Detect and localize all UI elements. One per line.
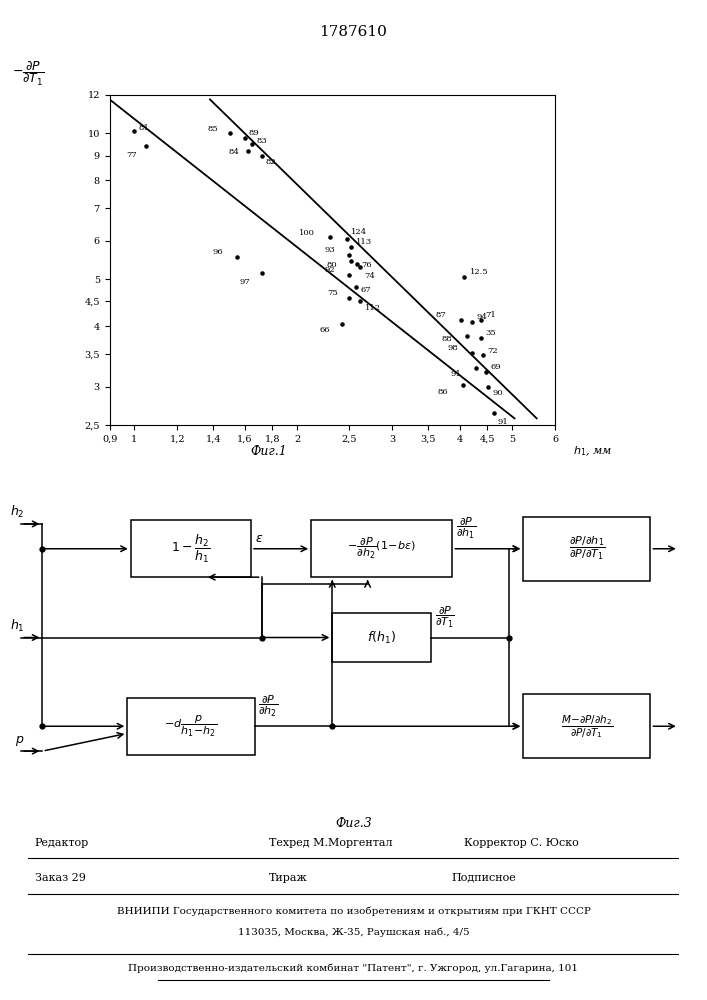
Text: $1-\dfrac{h_2}{h_1}$: $1-\dfrac{h_2}{h_1}$ [171,533,211,565]
Text: Редактор: Редактор [35,838,89,848]
Text: 90: 90 [493,389,503,397]
Text: 97: 97 [240,278,250,286]
Text: 67: 67 [360,286,370,294]
Bar [523,694,650,758]
Bar [523,517,650,581]
Text: 76: 76 [361,261,372,269]
Text: 77: 77 [127,151,137,159]
Text: $-d\dfrac{p}{h_1\!-\!h_2}$: $-d\dfrac{p}{h_1\!-\!h_2}$ [164,714,218,739]
Text: 124: 124 [351,228,367,236]
Text: Заказ 29: Заказ 29 [35,873,86,883]
Text: $-\dfrac{\partial P}{\partial h_2}(1\!-\!b\varepsilon)$: $-\dfrac{\partial P}{\partial h_2}(1\!-\… [347,536,416,561]
Text: 91: 91 [498,418,508,426]
Text: 12.5: 12.5 [470,268,489,276]
Text: 81: 81 [139,124,149,132]
Text: $p$: $p$ [16,734,25,748]
Text: 83: 83 [256,137,267,145]
Text: 94: 94 [477,313,487,321]
Text: 72: 72 [487,347,498,355]
Text: 96: 96 [212,248,223,256]
Text: 74: 74 [365,272,375,280]
Text: 86: 86 [438,388,448,396]
Bar [127,698,255,755]
Text: 91: 91 [450,370,462,378]
Text: Корректор С. Юско: Корректор С. Юско [464,838,579,848]
Text: $\varepsilon$: $\varepsilon$ [255,532,263,545]
Text: $\dfrac{\partial P}{\partial T_1}$: $\dfrac{\partial P}{\partial T_1}$ [435,605,455,630]
Text: Тираж: Тираж [269,873,308,883]
Text: Подписное: Подписное [451,873,516,883]
Text: Производственно-издательский комбинат "Патент", г. Ужгород, ул.Гагарина, 101: Производственно-издательский комбинат "П… [129,964,578,973]
Bar [332,613,431,662]
Text: 113035, Москва, Ж-35, Раушская наб., 4/5: 113035, Москва, Ж-35, Раушская наб., 4/5 [238,928,469,937]
Bar [311,520,452,577]
Text: 1787610: 1787610 [320,25,387,39]
Text: 100: 100 [299,229,315,237]
Text: Фиг.3: Фиг.3 [335,817,372,830]
Text: $-\dfrac{\partial P}{\partial T_1}$: $-\dfrac{\partial P}{\partial T_1}$ [11,60,44,88]
Text: 89: 89 [249,129,259,137]
Text: 66: 66 [320,326,330,334]
Text: $\dfrac{\partial P/\partial h_1}{\partial P/\partial T_1}$: $\dfrac{\partial P/\partial h_1}{\partia… [568,535,605,562]
Text: ВНИИПИ Государственного комитета по изобретениям и открытиям при ГКНТ СССР: ВНИИПИ Государственного комитета по изоб… [117,906,590,916]
Text: $\dfrac{\partial P}{\partial h_1}$: $\dfrac{\partial P}{\partial h_1}$ [456,516,476,541]
Text: Фиг.1: Фиг.1 [250,445,287,458]
Text: 87: 87 [436,311,447,319]
Text: 35: 35 [485,329,496,337]
Text: 75: 75 [327,289,338,297]
Text: 92: 92 [325,266,335,274]
Text: 69: 69 [491,363,501,371]
Text: 84: 84 [228,148,239,156]
Text: $h_1$, мм: $h_1$, мм [573,445,612,458]
Text: 112: 112 [365,304,380,312]
Text: 98: 98 [448,344,458,352]
Text: $h_1$: $h_1$ [10,618,25,634]
Text: $f(h_1)$: $f(h_1)$ [368,629,396,646]
Text: $h_2$: $h_2$ [10,504,25,520]
Bar [131,520,251,577]
Text: 113: 113 [356,238,372,246]
Text: $\dfrac{\partial P}{\partial h_2}$: $\dfrac{\partial P}{\partial h_2}$ [258,694,278,719]
Text: $\dfrac{M\!-\!\partial P/\partial h_2}{\partial P/\partial T_1}$: $\dfrac{M\!-\!\partial P/\partial h_2}{\… [561,713,613,740]
Text: Техред М.Моргентал: Техред М.Моргентал [269,838,392,848]
Text: 71: 71 [485,311,496,319]
Text: 93: 93 [325,246,335,254]
Text: 85: 85 [207,125,218,133]
Text: 82: 82 [266,158,276,166]
Text: 88: 88 [442,335,452,343]
Text: 80: 80 [327,261,337,269]
